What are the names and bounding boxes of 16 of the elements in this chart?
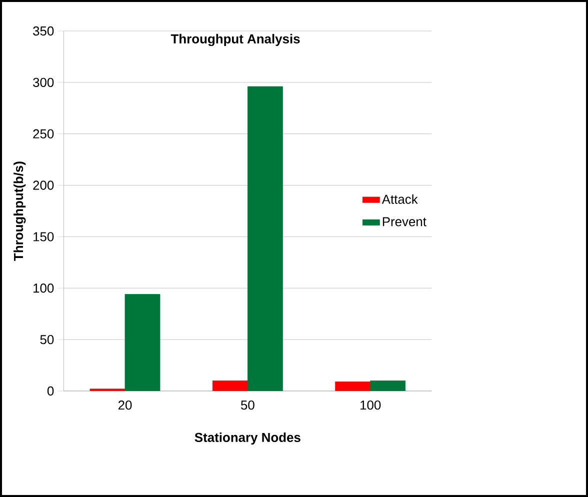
- y-axis-title: Throughput(b/s): [14, 162, 26, 261]
- y-tick-label: 300: [33, 78, 54, 87]
- x-tick-label: 100: [360, 400, 381, 410]
- legend-label: Prevent: [382, 217, 426, 226]
- x-tick-label: 20: [118, 400, 132, 410]
- legend-label: Attack: [382, 194, 418, 204]
- y-tick-label: 200: [33, 180, 54, 190]
- x-tick-label: 50: [240, 400, 254, 410]
- y-tick-label: 100: [34, 284, 54, 293]
- y-tick-label: 50: [40, 334, 54, 344]
- y-tick-label: 150: [34, 232, 54, 242]
- y-tick-label: 0: [47, 386, 54, 396]
- y-tick-label: 350: [33, 26, 54, 36]
- chart-title: Throughput Analysis: [170, 34, 300, 46]
- y-tick-label: 250: [33, 129, 54, 138]
- x-axis-title: Stationary Nodes: [194, 432, 300, 445]
